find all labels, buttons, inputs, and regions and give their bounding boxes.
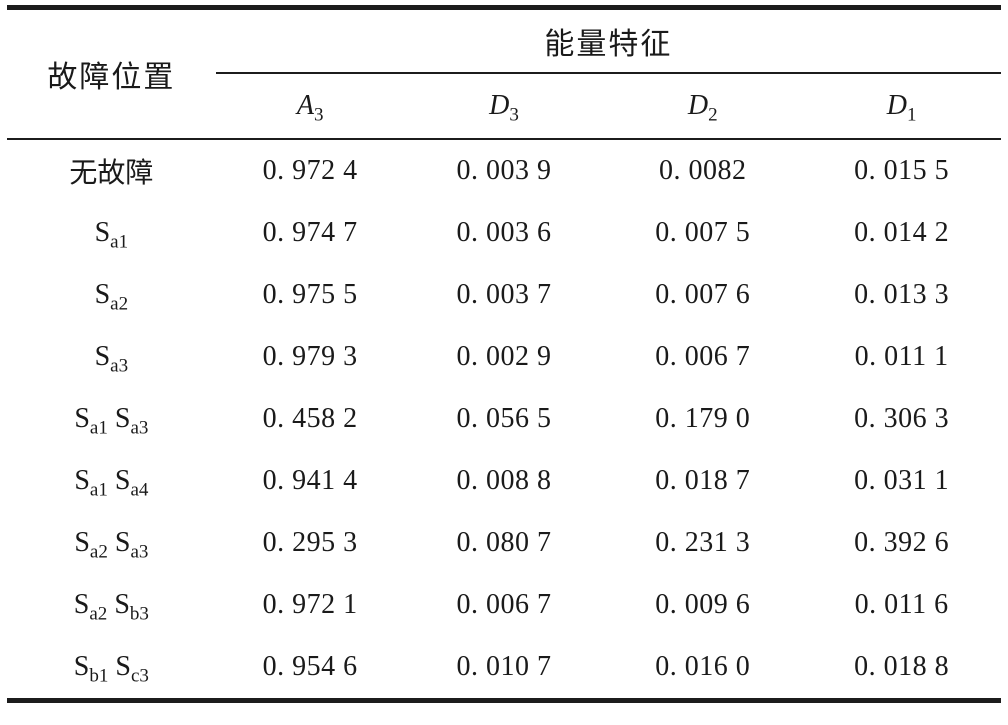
energy-value-cell: 0. 975 5 xyxy=(262,279,358,310)
fault-location-cell: Sa2 xyxy=(94,279,129,315)
energy-value-cell: 0. 014 2 xyxy=(854,217,950,248)
table-row: Sa1 0. 974 7 0. 003 6 0. 007 5 0. 014 2 xyxy=(7,202,1001,264)
energy-value-cell: 0. 392 6 xyxy=(854,527,950,558)
energy-feature-group-header: 能量特征 xyxy=(215,7,1001,74)
fault-location-cell: Sa1 Sa4 xyxy=(74,465,149,501)
energy-value-cell: 0. 013 3 xyxy=(854,279,950,310)
table-body: 无故障 0. 972 4 0. 003 9 0. 0082 0. 015 5 Sa1 0. … xyxy=(7,139,1001,701)
fault-location-cell: Sa1 Sa3 xyxy=(74,403,149,439)
energy-value-cell: 0. 006 7 xyxy=(456,589,552,620)
energy-value-cell: 0. 0082 xyxy=(659,155,747,186)
energy-feature-table: 故障位置 能量特征 A3 D3 D2 D1 无故障 0. 972 4 0. 003 … xyxy=(7,5,1001,703)
energy-value-cell: 0. 972 4 xyxy=(262,155,358,186)
energy-value-cell: 0. 006 7 xyxy=(655,341,751,372)
energy-value-cell: 0. 972 1 xyxy=(262,589,358,620)
energy-value-cell: 0. 007 5 xyxy=(655,217,751,248)
energy-value-cell: 0. 031 1 xyxy=(854,465,950,496)
column-header-a3: A3 xyxy=(215,73,405,140)
sub-header-row: A3 D3 D2 D1 xyxy=(7,73,1001,140)
table-header: 故障位置 能量特征 A3 D3 D2 D1 xyxy=(7,7,1001,140)
energy-value-cell: 0. 007 6 xyxy=(655,279,751,310)
fault-location-cell: Sa2 Sb3 xyxy=(73,589,149,625)
energy-value-cell: 0. 010 7 xyxy=(456,651,552,682)
energy-value-cell: 0. 979 3 xyxy=(262,341,358,372)
energy-value-cell: 0. 458 2 xyxy=(262,403,358,434)
energy-value-cell: 0. 306 3 xyxy=(854,403,950,434)
fault-location-header: 故障位置 xyxy=(7,7,216,140)
energy-value-cell: 0. 974 7 xyxy=(262,217,358,248)
table-row: 无故障 0. 972 4 0. 003 9 0. 0082 0. 015 5 xyxy=(7,139,1001,202)
energy-value-cell: 0. 954 6 xyxy=(262,651,358,682)
table-row: Sa2 Sb3 0. 972 1 0. 006 7 0. 009 6 0. 011 6 xyxy=(7,574,1001,636)
energy-value-cell: 0. 179 0 xyxy=(655,403,751,434)
energy-value-cell: 0. 941 4 xyxy=(262,465,358,496)
table-row: Sa1 Sa3 0. 458 2 0. 056 5 0. 179 0 0. 306 3 xyxy=(7,388,1001,450)
energy-value-cell: 0. 009 6 xyxy=(655,589,751,620)
energy-value-cell: 0. 002 9 xyxy=(456,341,552,372)
fault-location-cell: 无故障 xyxy=(69,158,154,189)
energy-value-cell: 0. 008 8 xyxy=(456,465,552,496)
energy-value-cell: 0. 015 5 xyxy=(854,155,950,186)
table-row: Sb1 Sc3 0. 954 6 0. 010 7 0. 016 0 0. 018 8 xyxy=(7,636,1001,701)
column-header-d3: D3 xyxy=(404,73,604,140)
energy-value-cell: 0. 016 0 xyxy=(655,651,751,682)
energy-value-cell: 0. 018 8 xyxy=(854,651,950,682)
energy-value-cell: 0. 056 5 xyxy=(456,403,552,434)
energy-value-cell: 0. 295 3 xyxy=(262,527,358,558)
column-header-d1: D1 xyxy=(802,73,1001,140)
energy-value-cell: 0. 018 7 xyxy=(655,465,751,496)
energy-value-cell: 0. 011 6 xyxy=(854,589,949,620)
column-header-d2: D2 xyxy=(603,73,803,140)
energy-value-cell: 0. 011 1 xyxy=(854,341,949,372)
energy-value-cell: 0. 231 3 xyxy=(655,527,751,558)
fault-location-cell: Sa3 xyxy=(94,341,129,377)
table-row: Sa1 Sa4 0. 941 4 0. 008 8 0. 018 7 0. 031 1 xyxy=(7,450,1001,512)
fault-location-cell: Sa1 xyxy=(94,217,129,253)
energy-value-cell: 0. 080 7 xyxy=(456,527,552,558)
table-row: Sa2 0. 975 5 0. 003 7 0. 007 6 0. 013 3 xyxy=(7,264,1001,326)
fault-location-cell: Sa2 Sa3 xyxy=(74,527,149,563)
group-header-row: 故障位置 能量特征 xyxy=(7,7,1001,140)
energy-value-cell: 0. 003 6 xyxy=(456,217,552,248)
energy-value-cell: 0. 003 9 xyxy=(456,155,552,186)
energy-value-cell: 0. 003 7 xyxy=(456,279,552,310)
fault-location-cell: Sb1 Sc3 xyxy=(73,651,149,687)
table-row: Sa3 0. 979 3 0. 002 9 0. 006 7 0. 011 1 xyxy=(7,326,1001,388)
table-row: Sa2 Sa3 0. 295 3 0. 080 7 0. 231 3 0. 392 6 xyxy=(7,512,1001,574)
